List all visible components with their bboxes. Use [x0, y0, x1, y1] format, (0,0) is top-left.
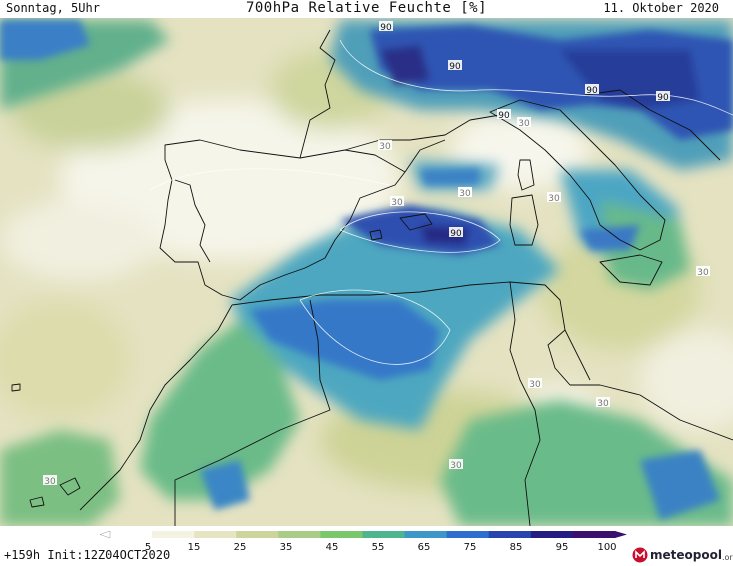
colorbar-segment: [194, 531, 237, 538]
colorbar-arrow-left: [99, 530, 111, 539]
contour-label: 30: [548, 194, 560, 204]
contour-label-bg: [547, 192, 561, 202]
contour-label-bg: [449, 227, 463, 237]
contour-label: 90: [449, 62, 461, 72]
coastlines: [11, 29, 733, 526]
colorbar-segment: [110, 531, 153, 538]
colorbar-segment: [572, 531, 616, 538]
contour-label: 30: [379, 142, 391, 152]
brand-name: meteopool: [650, 548, 722, 562]
contour-label: 90: [657, 93, 669, 103]
contour-label-bg: [528, 378, 542, 388]
meteopool-logo[interactable]: meteopool.org: [632, 545, 733, 565]
brand-suffix: .org: [721, 552, 733, 562]
contour-label-bg: [43, 475, 57, 485]
contour-label-bg: [696, 266, 710, 276]
contour-label-bg: [656, 91, 670, 101]
contour-label-bg: [517, 117, 531, 127]
colorbar-tick-label: 45: [325, 542, 339, 553]
contour-label-bg: [458, 187, 472, 197]
colorbar-segment: [530, 531, 574, 538]
colorbar-tick-label: 25: [233, 542, 247, 553]
colorbar-segment: [362, 531, 406, 538]
colorbar-tick-label: 75: [463, 542, 477, 553]
contour-label: 30: [44, 477, 56, 487]
colorbar-segment: [236, 531, 279, 538]
meteopool-logo-icon: [632, 547, 648, 563]
colorbar-tick-label: 95: [555, 542, 569, 553]
colorbar-segment: [404, 531, 448, 538]
colorbar-segment: [320, 531, 363, 538]
contour-label: 30: [597, 399, 609, 409]
contour-label-bg: [390, 196, 404, 206]
contour-label-bg: [596, 397, 610, 407]
colorbar-tick-label: 5: [144, 542, 152, 553]
colorbar-segment: [278, 531, 321, 538]
contour-label-bg: [379, 21, 393, 31]
colorbar-segment: [446, 531, 490, 538]
humidity-map: 9090909090903030303030303030303030: [0, 18, 733, 526]
contour-label: 30: [450, 461, 462, 471]
contour-label-bg: [448, 60, 462, 70]
contour-label: 90: [586, 86, 598, 96]
contour-labels: 9090909090903030303030303030303030: [43, 21, 710, 487]
contour-label-bg: [585, 84, 599, 94]
colorbar-segment: [152, 531, 195, 538]
header-date: 11. Oktober 2020: [603, 1, 719, 15]
colorbar-tick-label: 55: [371, 542, 385, 553]
run-info: +159h Init:12Z04OCT2020: [4, 548, 171, 562]
contour-label: 90: [380, 23, 392, 33]
contour-label: 30: [697, 268, 709, 278]
contour-label: 30: [391, 198, 403, 208]
contour-label: 90: [498, 111, 510, 121]
contour-label-bg: [378, 140, 392, 150]
contour-label: 30: [459, 189, 471, 199]
colorbar: [99, 530, 627, 539]
colorbar-tick-label: 65: [417, 542, 431, 553]
colorbar-tick-label: 15: [187, 542, 201, 553]
colorbar-legend: 5 15 25 35 45 55 65 75 85 95 100: [0, 526, 733, 566]
contour-label-bg: [449, 459, 463, 469]
colorbar-tick-label: 35: [279, 542, 293, 553]
contour-label: 90: [450, 229, 462, 239]
colorbar-arrow-right: [615, 531, 627, 538]
colorbar-tick-label: 100: [597, 542, 617, 553]
header-day-time: Sonntag, 5Uhr: [6, 1, 100, 15]
map-title: 700hPa Relative Feuchte [%]: [245, 0, 488, 16]
contour-label: 30: [529, 380, 541, 390]
contour-label: 30: [518, 119, 530, 129]
contour-label-bg: [497, 109, 511, 119]
colorbar-tick-label: 85: [509, 542, 523, 553]
contour-lines: [149, 39, 733, 365]
colorbar-segment: [488, 531, 532, 538]
